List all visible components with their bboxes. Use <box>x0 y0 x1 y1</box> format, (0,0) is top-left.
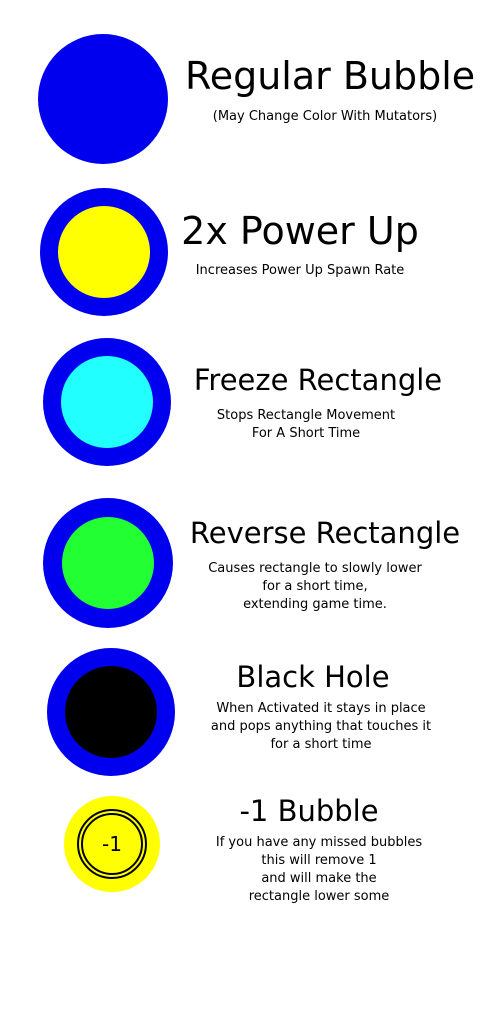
regular-bubble-icon <box>38 34 168 164</box>
minus-one-bubble-icon: -1 <box>64 796 160 892</box>
regular-bubble-desc-line: (May Change Color With Mutators) <box>212 109 438 124</box>
minus-one-desc-line: this will remove 1 <box>261 853 377 868</box>
black-hole-bubble-icon <box>47 648 175 776</box>
minus-one-desc-line: and will make the <box>261 871 377 886</box>
freeze-core <box>61 356 153 448</box>
black-hole-description: When Activated it stays in place and pop… <box>203 700 439 754</box>
reverse-title: Reverse Rectangle <box>189 516 461 550</box>
black-hole-core <box>65 666 157 758</box>
black-hole-desc-line: for a short time <box>270 737 372 752</box>
freeze-title: Freeze Rectangle <box>193 363 443 397</box>
black-hole-title: Black Hole <box>236 660 390 694</box>
cyan-freeze-bubble-icon <box>43 338 171 466</box>
freeze-desc-line: Stops Rectangle Movement <box>216 408 396 423</box>
reverse-desc-line: extending game time. <box>243 597 387 612</box>
minus-one-title: -1 Bubble <box>239 794 379 828</box>
minus-one-description: If you have any missed bubbles this will… <box>203 834 435 906</box>
minus-one-desc-line: If you have any missed bubbles <box>215 835 423 850</box>
reverse-desc-line: Causes rectangle to slowly lower <box>208 561 422 576</box>
powerup-desc-line: Increases Power Up Spawn Rate <box>195 263 405 278</box>
black-hole-desc-line: When Activated it stays in place <box>216 701 426 716</box>
regular-bubble-title: Regular Bubble <box>185 54 476 98</box>
reverse-desc-line: for a short time, <box>262 579 368 594</box>
minus-one-inner-ring: -1 <box>81 813 143 875</box>
yellow-powerup-bubble-icon <box>40 188 168 316</box>
reverse-description: Causes rectangle to slowly lower for a s… <box>195 560 435 614</box>
freeze-desc-line: For A Short Time <box>251 426 361 441</box>
powerup-description: Increases Power Up Spawn Rate <box>185 262 415 280</box>
black-hole-desc-line: and pops anything that touches it <box>210 719 432 734</box>
regular-bubble-description: (May Change Color With Mutators) <box>185 108 465 126</box>
minus-one-label: -1 <box>102 832 122 856</box>
reverse-core <box>62 517 154 609</box>
freeze-description: Stops Rectangle Movement For A Short Tim… <box>195 407 417 443</box>
green-reverse-bubble-icon <box>43 498 173 628</box>
minus-one-outer-ring <box>77 809 147 879</box>
powerup-core <box>58 206 150 298</box>
powerup-title: 2x Power Up <box>181 209 419 253</box>
minus-one-desc-line: rectangle lower some <box>248 889 390 904</box>
